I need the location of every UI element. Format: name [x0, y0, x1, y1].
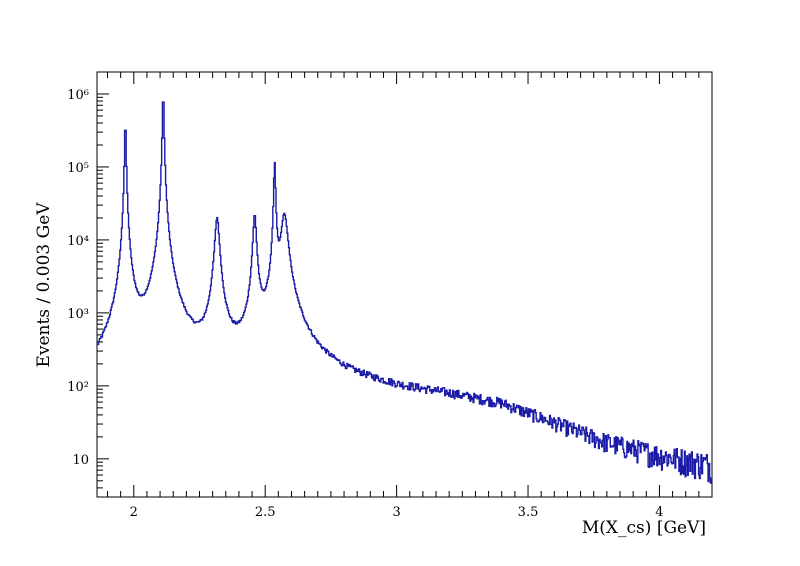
x-tick-label: 3.5 [518, 505, 539, 520]
y-tick-label: 10³ [67, 307, 89, 322]
x-tick-labels: 2 2.5 3 3.5 4 [130, 505, 664, 520]
x-tick-label: 4 [655, 505, 663, 520]
y-tick-labels: 10 10² 10³ 10⁴ 10⁵ 10⁶ [67, 88, 89, 468]
y-tick-label: 10² [67, 380, 89, 395]
y-tick-label: 10⁵ [67, 161, 89, 176]
y-tick-label: 10⁶ [67, 88, 89, 103]
y-axis-title: Events / 0.003 GeV [34, 202, 54, 368]
x-axis-title: M(X_cs) [GeV] [582, 518, 706, 538]
plot-frame [96, 71, 713, 498]
y-tick-label: 10⁴ [67, 234, 89, 249]
x-tick-label: 2.5 [255, 505, 276, 520]
x-tick-label: 2 [130, 505, 138, 520]
y-tick-label: 10 [72, 453, 89, 468]
axis-ticks [97, 71, 713, 498]
x-tick-label: 3 [392, 505, 400, 520]
histogram-series [97, 101, 712, 484]
